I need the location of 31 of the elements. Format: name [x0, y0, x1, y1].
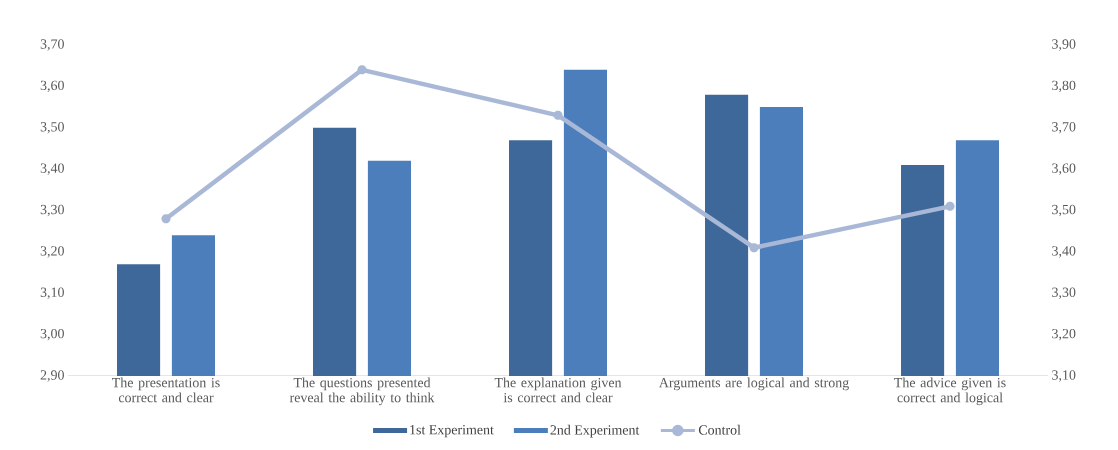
x-tick-label: The questions presented reveal the ability to think [289, 377, 435, 406]
legend-label: 2nd Experiment [550, 424, 640, 438]
y-tick-label: 3,40 [40, 163, 64, 175]
x-tick-label: Arguments are logical and strong [658, 377, 849, 391]
y2-tick-label: 3,50 [1052, 204, 1076, 217]
y-tick-label: 3,30 [40, 204, 64, 217]
y2-tick-label: 3,40 [1052, 246, 1076, 258]
y-tick-label: 3,50 [40, 122, 64, 134]
y-tick-label: 3,20 [40, 246, 64, 258]
point [749, 243, 759, 253]
point [553, 110, 563, 120]
point [945, 201, 955, 211]
legend-label: 1st Experiment [410, 425, 494, 438]
legend-label: Control [698, 424, 741, 435]
y2-tick-label: 3,30 [1052, 287, 1076, 299]
y2-tick-label: 3,70 [1052, 122, 1076, 134]
y2-tick-label: 3,90 [1052, 39, 1076, 51]
x-tick-label: The advice given is correct and logical [894, 377, 1006, 406]
point [161, 214, 171, 224]
point [357, 65, 367, 75]
y2-tick-label: 3,80 [1052, 80, 1076, 93]
y2-tick-label: 3,20 [1052, 328, 1076, 341]
y-tick-label: 3,00 [40, 328, 64, 341]
x-tick-label: The explanation given is correct and clear [494, 377, 622, 403]
y2-tick-label: 3,60 [1052, 163, 1076, 175]
y-tick-label: 3,70 [40, 39, 64, 51]
y-tick-label: 2,90 [40, 370, 64, 382]
y-tick-label: 3,10 [40, 287, 64, 299]
y2-tick-label: 3,10 [1052, 370, 1076, 382]
x-tick-label: The presentation is correct and clear [112, 377, 220, 403]
y-tick-label: 3,60 [40, 80, 64, 93]
